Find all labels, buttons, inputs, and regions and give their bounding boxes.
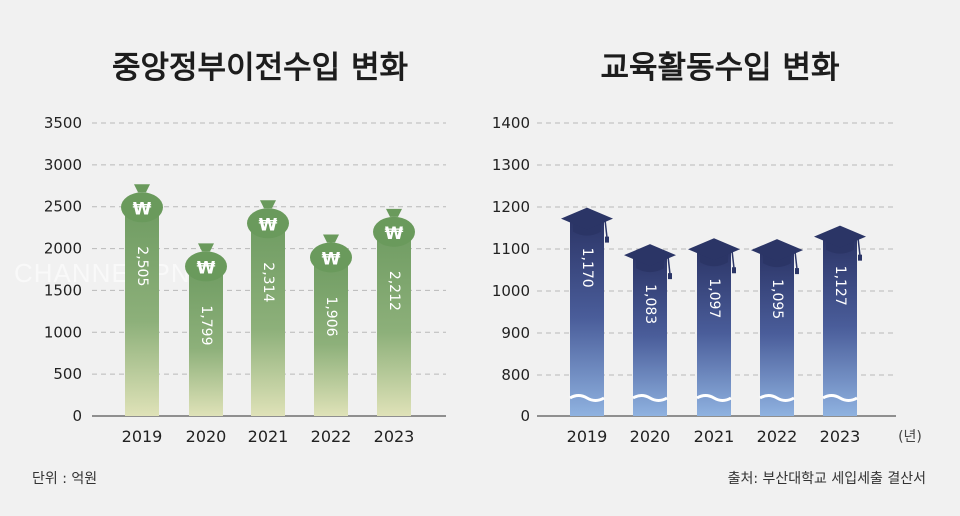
graduation-cap-icon <box>751 239 803 275</box>
right-value-label: 1,083 <box>642 284 658 324</box>
left-chart: 0 500 1000 1500 2000 2500 3000 3500 ₩2,505 2019 ₩1… <box>44 114 446 446</box>
right-value-label: 1,127 <box>832 266 848 306</box>
unit-label: 단위 : 억원 <box>32 471 98 487</box>
axis-break-mark <box>569 394 605 402</box>
left-y-tick: 500 <box>53 365 82 383</box>
left-x-tick: 2020 <box>186 427 227 446</box>
right-x-tick: 2023 <box>820 427 861 446</box>
right-x-tick: 2021 <box>694 427 735 446</box>
watermark: CHANNEL PNU <box>14 258 211 288</box>
graduation-cap-icon <box>688 238 740 274</box>
right-bar-2020 <box>633 256 667 416</box>
x-unit-label: (년) <box>898 429 922 445</box>
left-y-tick: 0 <box>72 407 82 425</box>
right-y-tick: 1200 <box>492 198 530 216</box>
svg-text:₩: ₩ <box>197 258 216 278</box>
right-y-tick: 1100 <box>492 240 530 258</box>
right-bar-2022 <box>760 251 794 416</box>
left-value-label: 1,906 <box>323 296 339 336</box>
right-value-label: 1,170 <box>579 248 595 288</box>
right-bar-2019 <box>570 219 604 416</box>
svg-text:₩: ₩ <box>385 224 404 244</box>
right-value-label: 1,095 <box>769 279 785 319</box>
right-y-tick: 1000 <box>492 282 530 300</box>
money-bag-icon: ₩ <box>185 243 227 282</box>
left-value-label: 2,212 <box>386 271 402 311</box>
left-chart-title: 중앙정부이전수입 변화 <box>112 50 408 86</box>
axis-break-mark <box>759 394 795 402</box>
left-y-tick: 1000 <box>44 323 82 341</box>
right-y-tick: 900 <box>501 324 530 342</box>
axis-break-mark <box>822 394 858 402</box>
right-y-tick: 1400 <box>492 114 530 132</box>
left-value-label: 2,314 <box>260 262 276 302</box>
graduation-cap-icon <box>561 207 613 243</box>
left-y-tick: 2500 <box>44 198 82 216</box>
left-value-label: 2,505 <box>134 246 150 286</box>
left-bar-2022 <box>314 256 348 416</box>
graduation-cap-icon <box>624 244 676 280</box>
right-x-tick: 2022 <box>757 427 798 446</box>
right-value-label: 1,097 <box>706 278 722 318</box>
left-bar-2021 <box>251 222 285 416</box>
source-label: 출처: 부산대학교 세입세출 결산서 <box>727 471 926 487</box>
axis-break-mark <box>632 394 668 402</box>
right-y-tick: 0 <box>520 407 530 425</box>
right-x-tick: 2020 <box>630 427 671 446</box>
svg-text:₩: ₩ <box>133 199 152 219</box>
svg-text:₩: ₩ <box>259 215 278 235</box>
left-bar-2020 <box>189 265 223 416</box>
money-bag-icon: ₩ <box>121 184 163 223</box>
right-x-tick: 2019 <box>567 427 608 446</box>
left-y-tick: 3000 <box>44 156 82 174</box>
graduation-cap-icon <box>814 225 866 261</box>
left-y-tick: 1500 <box>44 281 82 299</box>
left-x-tick: 2023 <box>374 427 415 446</box>
money-bag-icon: ₩ <box>310 234 352 273</box>
left-x-tick: 2021 <box>248 427 289 446</box>
svg-text:₩: ₩ <box>322 249 341 269</box>
right-y-tick: 1300 <box>492 156 530 174</box>
right-bar-2021 <box>697 250 731 416</box>
money-bag-icon: ₩ <box>247 200 289 239</box>
left-value-label: 1,799 <box>198 305 214 345</box>
left-bar-2023 <box>377 230 411 416</box>
right-chart-title: 교육활동수입 변화 <box>600 50 840 86</box>
left-x-tick: 2022 <box>311 427 352 446</box>
right-chart: 0 800 900 1000 1100 1200 1300 1400 1,170 2019 1,08… <box>492 114 922 446</box>
left-y-tick: 2000 <box>44 240 82 258</box>
left-x-tick: 2019 <box>122 427 163 446</box>
left-y-tick: 3500 <box>44 114 82 132</box>
money-bag-icon: ₩ <box>373 208 415 247</box>
right-y-tick: 800 <box>501 366 530 384</box>
axis-break-mark <box>696 394 732 402</box>
left-bar-2019 <box>125 206 159 416</box>
right-bar-2023 <box>823 237 857 416</box>
